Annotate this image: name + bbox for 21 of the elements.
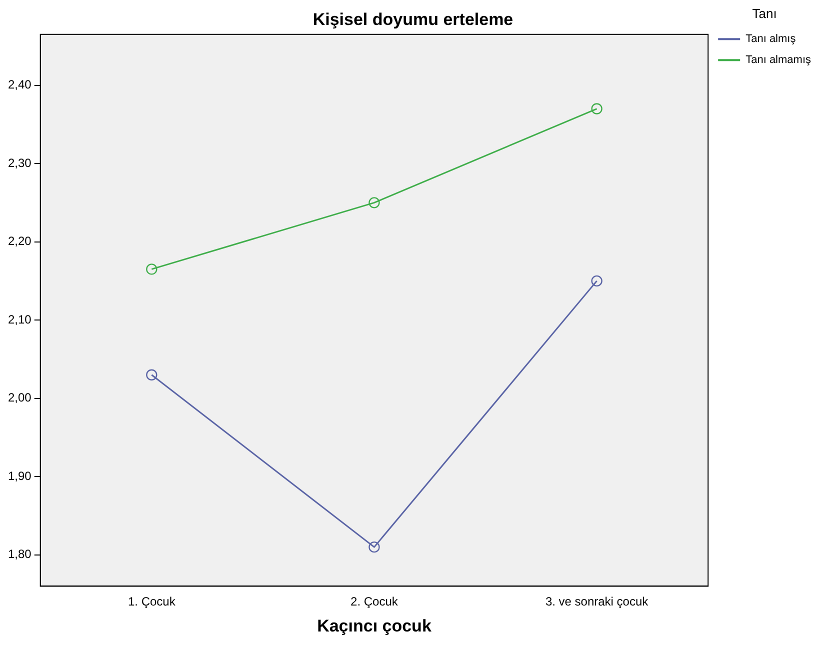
y-tick-label: 2,10 bbox=[8, 312, 32, 326]
legend-label: Tanı almamış bbox=[746, 54, 812, 66]
point bbox=[591, 103, 602, 114]
x-tick-label: 1. Çocuk bbox=[128, 594, 176, 609]
x-axis-title: Kaçıncı çocuk bbox=[317, 616, 432, 636]
y-tick-label: 1,90 bbox=[8, 468, 32, 483]
legend-title: Tanı bbox=[752, 6, 777, 22]
y-tick-label: 2,30 bbox=[8, 156, 32, 170]
y-tick-label: 2,40 bbox=[8, 78, 32, 92]
point bbox=[368, 197, 380, 208]
x-tick-label: 2. Çocuk bbox=[350, 594, 399, 609]
point bbox=[146, 369, 158, 380]
point bbox=[146, 264, 158, 275]
point bbox=[591, 275, 602, 287]
y-tick-label: 1,80 bbox=[8, 547, 32, 562]
legend-label: Tanı almış bbox=[746, 33, 796, 46]
x-tick-label: 3. ve sonraki çocuk bbox=[545, 594, 650, 609]
y-tick-label: 2,20 bbox=[8, 234, 32, 248]
chart-title: Kişisel doyumu erteleme bbox=[312, 10, 514, 29]
y-tick-label: 2,00 bbox=[8, 390, 32, 405]
point bbox=[368, 541, 380, 553]
